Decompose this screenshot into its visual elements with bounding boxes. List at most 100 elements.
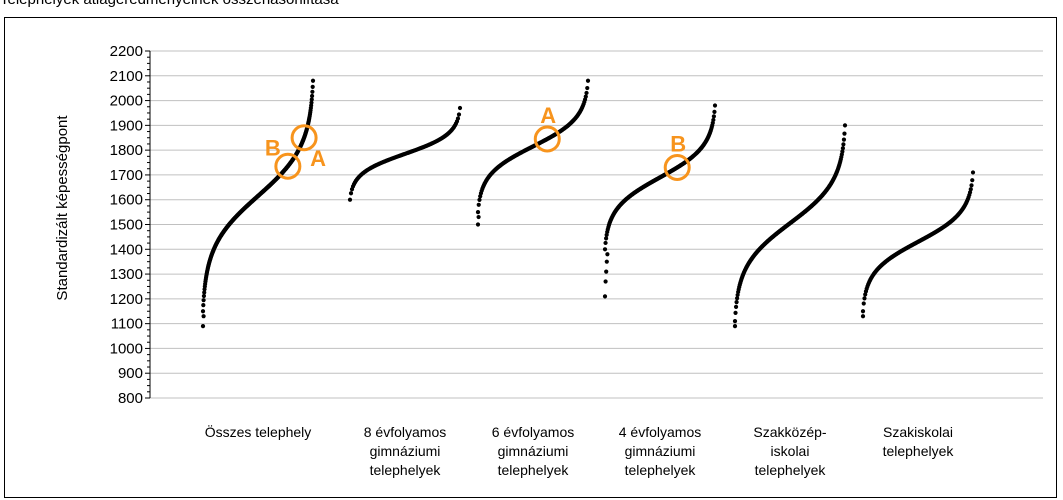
data-point — [969, 183, 974, 188]
data-point — [733, 304, 739, 309]
data-point — [585, 78, 591, 83]
category-label: 8 évfolyamos — [364, 424, 446, 440]
category-label: telephelyek — [625, 462, 697, 478]
category-label: Szakiskolai — [883, 424, 953, 440]
annotation-label: A — [540, 103, 556, 128]
data-point-outlier — [200, 324, 206, 329]
y-tick-label: 1600 — [110, 192, 143, 209]
y-tick-label: 1100 — [111, 316, 143, 333]
data-point — [477, 197, 482, 203]
data-point — [970, 178, 975, 183]
data-point — [457, 105, 463, 111]
data-point — [456, 112, 462, 117]
category-label: Összes telephely — [205, 423, 312, 440]
category-label: Szakközép- — [753, 424, 826, 440]
data-point — [840, 149, 845, 154]
annotations: A B A B — [265, 103, 691, 181]
y-tick-label: 1400 — [110, 241, 143, 258]
data-point — [455, 116, 461, 121]
data-point — [475, 210, 481, 215]
category-label: gimnáziumi — [625, 443, 696, 459]
category-label: telephelyek — [370, 462, 442, 478]
data-point — [309, 100, 314, 105]
category-label: 4 évfolyamos — [619, 424, 701, 440]
y-tick-label: 2200 — [110, 43, 143, 60]
data-point — [711, 114, 716, 119]
data-point-outlier — [602, 294, 608, 299]
annotation-circle — [274, 152, 302, 180]
data-point — [585, 85, 590, 91]
y-tick-label: 1200 — [110, 291, 143, 308]
y-tick-label: 1700 — [110, 167, 143, 184]
data-point — [711, 117, 716, 123]
chart-frame: 800 900 1000 1100 1200 1300 1400 1500 1600 1700 18… — [4, 17, 1057, 498]
data-point — [732, 319, 738, 324]
category-label: telephelyek — [755, 462, 827, 478]
category-labels: Összes telephely 8 évfolyamos gimnáziumi te… — [205, 423, 955, 478]
y-axis-label: Standardizált képességpont — [54, 115, 71, 301]
data-point-outlier — [201, 314, 206, 319]
data-point — [348, 191, 354, 196]
data-point — [733, 310, 738, 315]
data-point-outlier — [475, 222, 481, 227]
data-point — [842, 131, 847, 136]
data-point — [583, 94, 588, 99]
data-point — [201, 298, 206, 303]
data-point — [842, 123, 848, 128]
annotation-label: A — [310, 146, 326, 171]
data-point — [602, 247, 608, 252]
scatter-chart: 800 900 1000 1100 1200 1300 1400 1500 1600 1700 18… — [54, 43, 1043, 478]
data-point — [862, 296, 867, 301]
category-label: telephelyek — [883, 443, 955, 459]
data-point-outlier — [860, 314, 866, 319]
data-point — [584, 90, 589, 96]
data-point — [735, 296, 740, 301]
y-tick-label: 800 — [118, 390, 143, 407]
data-point — [712, 103, 718, 108]
y-tick-label: 2100 — [110, 68, 143, 85]
y-tick-labels: 800 900 1000 1100 1200 1300 1400 1500 1600 1700 18… — [110, 43, 143, 407]
data-point — [861, 301, 866, 306]
category-label: iskolai — [771, 443, 810, 459]
data-point — [841, 137, 847, 142]
data-point — [201, 303, 206, 308]
data-point — [840, 146, 845, 151]
data-point — [310, 78, 316, 83]
data-point — [841, 142, 846, 147]
data-point-outlier — [604, 269, 609, 274]
gridlines — [145, 50, 1043, 399]
data-point — [860, 309, 866, 314]
data-point-outlier — [603, 279, 608, 284]
annotation-label: B — [265, 135, 281, 160]
data-point — [476, 202, 481, 207]
data-point-outlier — [732, 324, 738, 329]
data-point — [734, 300, 739, 305]
annotation-circle — [533, 125, 561, 153]
data-point-outlier — [476, 214, 481, 220]
y-tick-label: 1900 — [110, 117, 143, 134]
y-tick-label: 1500 — [110, 217, 143, 234]
category-label: gimnáziumi — [370, 443, 441, 459]
data-point — [712, 109, 717, 114]
annotation-circle — [290, 124, 318, 152]
data-point-outlier — [604, 259, 609, 264]
data-point — [202, 290, 207, 295]
annotation-label: B — [670, 131, 686, 156]
category-label: gimnáziumi — [498, 443, 569, 459]
data-points — [200, 78, 976, 329]
y-tick-label: 900 — [118, 365, 143, 382]
data-point — [201, 293, 207, 299]
y-tick-label: 1800 — [110, 142, 143, 159]
y-tick-label: 1000 — [110, 340, 143, 357]
data-point — [347, 197, 353, 202]
data-point — [310, 89, 315, 94]
category-label: 6 évfolyamos — [492, 424, 574, 440]
y-tick-label: 2000 — [110, 93, 143, 110]
data-point — [970, 170, 976, 175]
data-point — [603, 240, 608, 246]
data-point — [310, 84, 315, 89]
data-point — [200, 309, 206, 314]
page-title: Telephelyek átlageredményeinek összehaso… — [0, 0, 339, 8]
y-tick-label: 1300 — [110, 266, 143, 283]
data-point — [309, 93, 315, 99]
